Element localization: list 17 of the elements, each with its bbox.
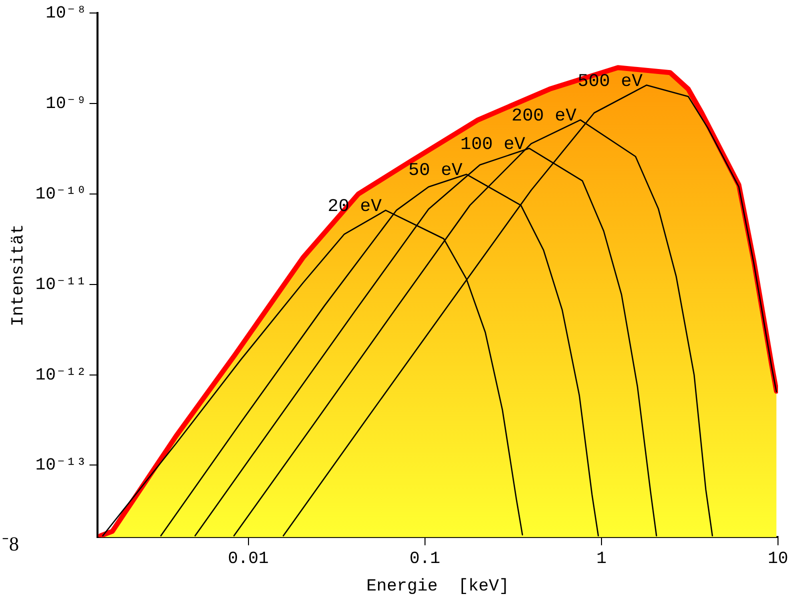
annotation: 200 eV xyxy=(512,106,577,127)
annotation: 50 eV xyxy=(408,161,463,182)
y-tick-label: 10⁻⁸ xyxy=(46,4,86,24)
x-tick-label: 10 xyxy=(768,550,788,569)
y-tick-label: 10⁻¹⁰ xyxy=(35,186,86,205)
x-tick-label: 0.01 xyxy=(228,550,269,569)
x-tick-label: 1 xyxy=(596,550,607,569)
annotation: 100 eV xyxy=(460,135,526,156)
y-tick-label: 10⁻⁹ xyxy=(46,95,86,114)
text: ⁻8 xyxy=(2,533,19,556)
y-tick-label: 10⁻¹³ xyxy=(35,456,86,476)
annotation: 500 eV xyxy=(578,72,643,92)
x-axis-title: Energie [keV] xyxy=(366,577,510,596)
y-tick-label: 10⁻¹¹ xyxy=(35,276,86,295)
x-tick-label: 0.1 xyxy=(410,550,440,569)
y-axis-title: Intensität xyxy=(10,224,29,326)
y-tick-label: 10⁻¹² xyxy=(35,366,86,386)
